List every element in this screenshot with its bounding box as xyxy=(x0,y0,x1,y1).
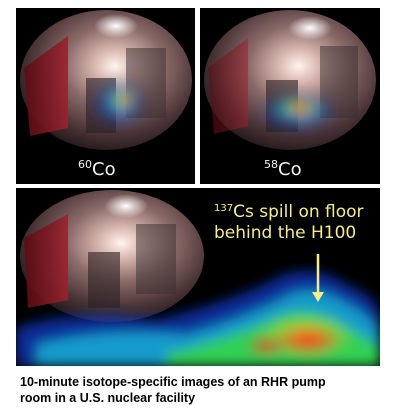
isotope-image-co58: 58Co xyxy=(200,8,380,184)
radiation-hotspot-co58 xyxy=(256,90,340,134)
room-photo-co58 xyxy=(204,10,376,150)
isotope-image-cs137: 137Cs spill on floor behind the H100 xyxy=(16,188,380,366)
isotope-image-co60: 60Co xyxy=(16,8,195,184)
radiation-spill-cs137 xyxy=(16,271,380,366)
caption-line-1: 10-minute isotope-specific images of an … xyxy=(20,375,326,389)
room-photo-co60 xyxy=(20,10,192,150)
caption-line-2: room in a U.S. nuclear facility xyxy=(20,391,196,405)
annotation-line-2: behind the H100 xyxy=(214,223,357,243)
room-photo-cs137 xyxy=(16,190,380,366)
figure-caption: 10-minute isotope-specific images of an … xyxy=(20,374,390,406)
isotope-label-co60: 60Co xyxy=(78,158,116,180)
spill-annotation: 137Cs spill on floor behind the H100 xyxy=(214,202,364,244)
radiation-hotspot-co60 xyxy=(88,78,148,130)
annotation-line-1: 137Cs spill on floor xyxy=(214,202,364,222)
isotope-label-co58: 58Co xyxy=(264,158,302,180)
arrow-icon xyxy=(312,254,324,302)
